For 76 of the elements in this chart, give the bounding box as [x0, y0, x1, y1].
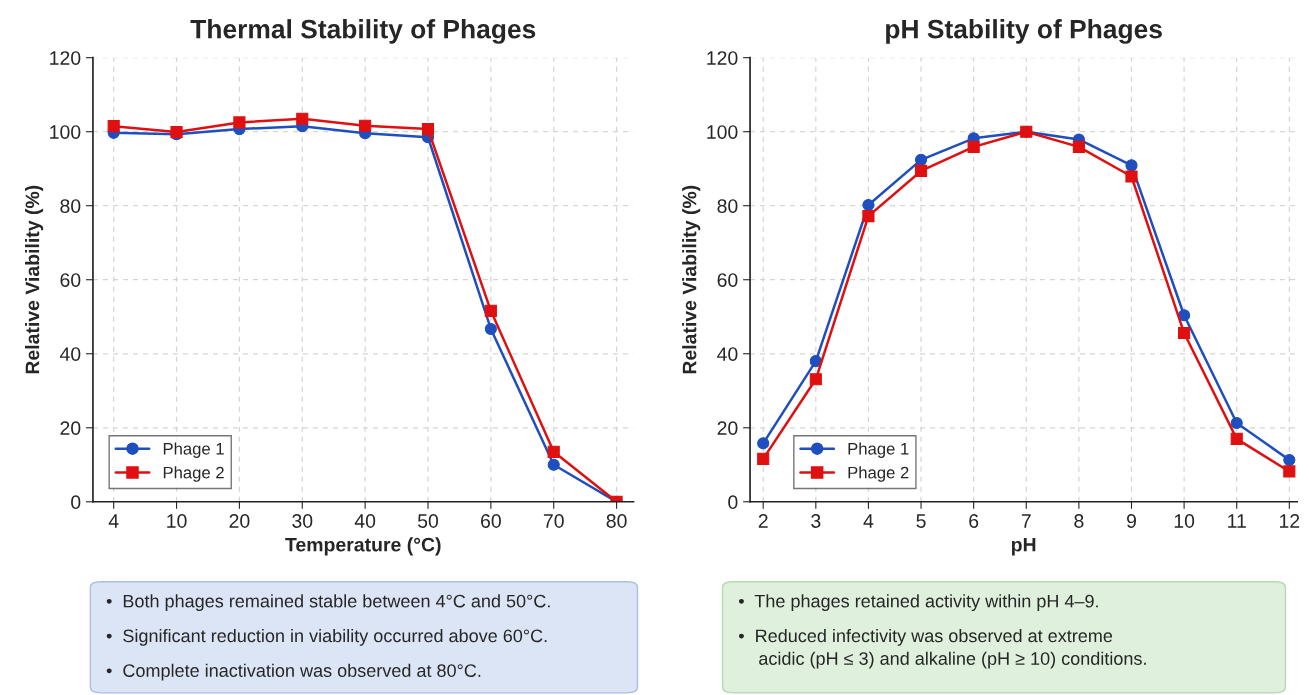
- x-axis-title: pH: [1011, 537, 1036, 556]
- x-tick-label: 3: [811, 514, 821, 528]
- point: [1178, 326, 1191, 340]
- point: [233, 116, 246, 129]
- x-tick-label: 4: [863, 514, 874, 528]
- y-tick-label: 0: [728, 495, 738, 510]
- y-axis-title: Relative Viability (%): [682, 185, 701, 374]
- point: [484, 304, 497, 317]
- point: [1283, 465, 1296, 478]
- y-tick-label: 120: [50, 51, 81, 65]
- y-tick-label: 100: [50, 125, 81, 139]
- x-tick-label: 4: [108, 514, 119, 528]
- y-tick-label: 60: [717, 273, 738, 287]
- text: • Reduced infectivity was observed at extreme acidic (pH ≤ 3) and alkaline (pH ≥ 10) conditions.: [738, 628, 1146, 669]
- x-tick-label: 10: [1174, 514, 1195, 528]
- text: • Significant reduction in viability occurred above 60°C.: [106, 628, 547, 646]
- y-axis-title: Relative Viability (%): [25, 185, 44, 374]
- point: [809, 373, 822, 386]
- y-tick-label: 120: [707, 51, 738, 65]
- legend-label: Phage 1: [848, 442, 909, 458]
- x-tick-label: 6: [969, 514, 979, 528]
- x-tick-label: 70: [543, 514, 564, 528]
- text: • Complete inactivation was observed at 80°C.: [106, 663, 481, 681]
- x-tick-label: 80: [606, 514, 627, 528]
- x-tick-label: 11: [1228, 514, 1246, 528]
- point: [296, 112, 309, 125]
- legend-label: Phage 2: [163, 466, 224, 482]
- x-tick-label: 40: [354, 514, 376, 528]
- text: • Both phages remained stable between 4°C and 50°C.: [106, 594, 550, 612]
- point: [107, 120, 120, 133]
- point: [1125, 170, 1138, 183]
- point: [421, 123, 435, 136]
- y-tick-label: 60: [60, 273, 81, 287]
- x-tick-label: 50: [417, 514, 439, 528]
- point: [1230, 416, 1243, 430]
- x-tick-label: 20: [229, 514, 250, 528]
- y-tick-label: 80: [717, 199, 738, 213]
- point: [547, 458, 560, 471]
- chart-title: pH Stability of Phages: [886, 19, 1162, 44]
- text: • The phages retained activity within pH 4–9.: [738, 594, 1098, 612]
- chart-title: Thermal Stability of Phages: [190, 19, 536, 44]
- point: [862, 210, 875, 223]
- x-tick-label: 12: [1280, 514, 1300, 528]
- x-tick-label: 7: [1021, 514, 1031, 528]
- point: [757, 452, 770, 465]
- x-tick-label: 2: [758, 514, 768, 528]
- point: [809, 355, 822, 368]
- y-tick-label: 20: [717, 421, 738, 436]
- point: [757, 437, 770, 450]
- y-tick-label: 0: [71, 495, 81, 510]
- x-tick-label: 8: [1074, 514, 1084, 528]
- y-tick-label: 40: [717, 347, 738, 361]
- point: [914, 153, 928, 166]
- x-tick-label: 5: [916, 514, 926, 528]
- x-tick-label: 10: [167, 514, 187, 528]
- point: [1178, 309, 1191, 322]
- point: [1283, 453, 1296, 467]
- point: [914, 164, 928, 178]
- point: [967, 140, 980, 153]
- point: [359, 119, 372, 132]
- y-tick-label: 80: [60, 199, 81, 213]
- point: [1230, 432, 1243, 445]
- x-tick-label: 60: [481, 514, 501, 528]
- x-axis-title: Temperature (°C): [285, 537, 441, 556]
- point: [1125, 159, 1138, 172]
- point: [862, 198, 875, 212]
- legend-label: Phage 2: [848, 466, 909, 482]
- x-tick-label: 9: [1127, 514, 1136, 528]
- y-tick-label: 20: [60, 421, 81, 436]
- y-tick-label: 40: [59, 347, 81, 361]
- legend-label: Phage 1: [163, 442, 224, 458]
- x-tick-label: 30: [292, 514, 313, 528]
- point: [484, 322, 497, 336]
- y-tick-label: 100: [707, 125, 738, 139]
- point: [1072, 140, 1085, 153]
- point: [547, 445, 560, 458]
